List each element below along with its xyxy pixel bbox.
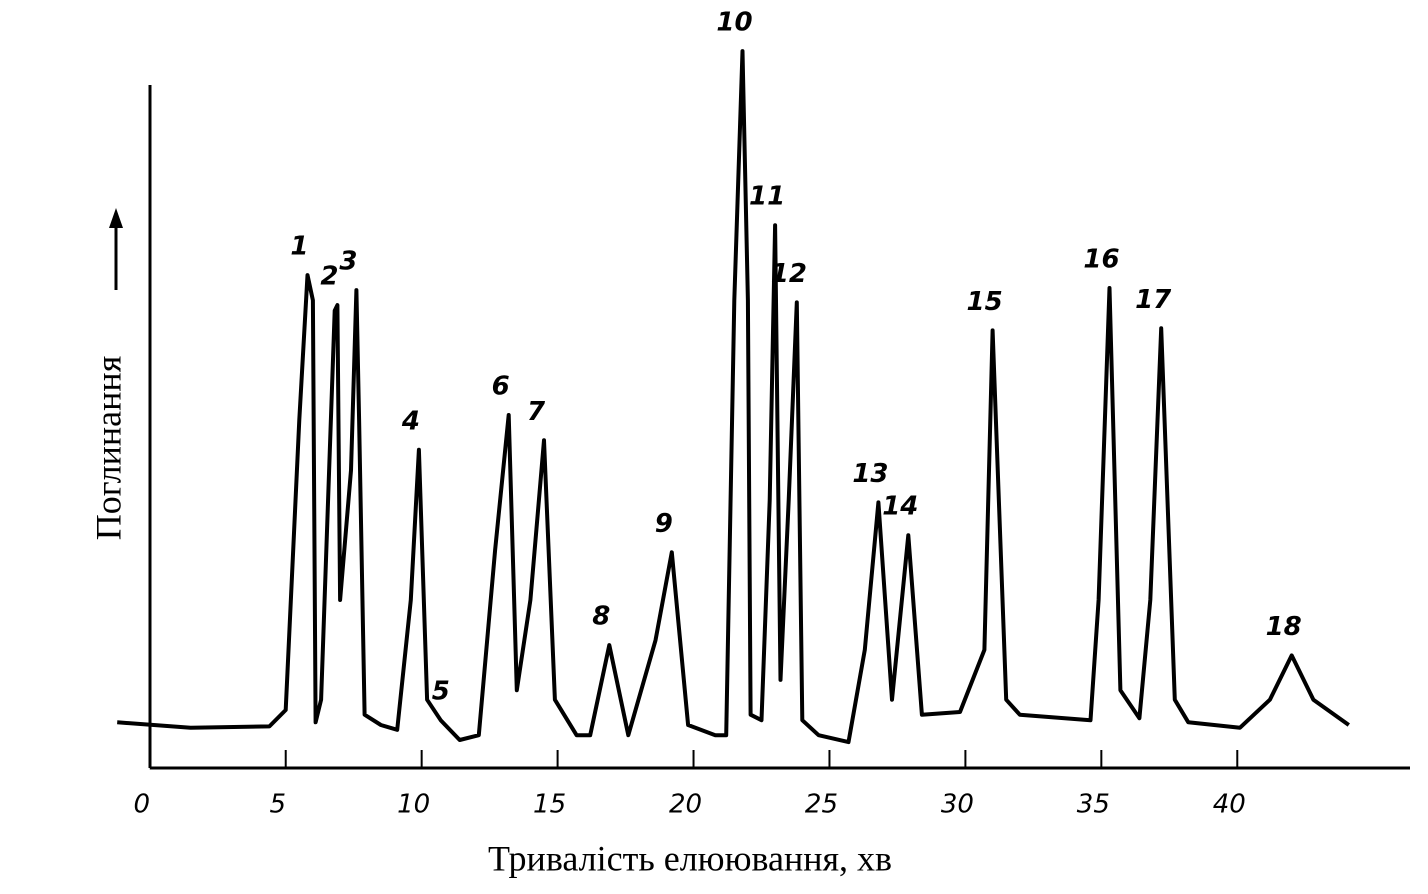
- trace: [117, 49, 1350, 745]
- peak-label: 14: [882, 492, 918, 522]
- peak-label: 8: [592, 602, 610, 632]
- x-tick-label: 0: [134, 790, 151, 820]
- peak-label: 6: [492, 372, 510, 402]
- peak-label: 18: [1266, 612, 1302, 642]
- peak-label: 1: [290, 232, 308, 262]
- peak-label: 3: [339, 247, 357, 277]
- peak-label: 13: [852, 459, 888, 489]
- x-tick-label: 25: [805, 790, 838, 820]
- peak-label: 7: [527, 397, 546, 427]
- x-tick-label: 15: [533, 790, 566, 820]
- x-tick-label: 10: [397, 790, 430, 820]
- peak-label: 15: [967, 287, 1003, 317]
- peak-label: 16: [1083, 245, 1119, 275]
- peak-label: 4: [401, 406, 420, 436]
- peak-label: 17: [1135, 285, 1172, 315]
- x-tick-label: 35: [1077, 790, 1110, 820]
- peak-label: 10: [716, 8, 752, 38]
- y-axis-label: Поглинання: [88, 356, 128, 541]
- peak-label: 2: [320, 262, 338, 292]
- peak-label: 11: [749, 182, 785, 212]
- peak-label: 12: [771, 259, 807, 289]
- x-tick-label: 20: [669, 790, 702, 820]
- y-arrow-head: [109, 208, 123, 228]
- x-tick-label: 5: [269, 790, 286, 820]
- x-axis-label: Тривалість елюювання, хв: [488, 838, 892, 878]
- peak-label: 5: [432, 677, 450, 707]
- x-tick-label: 40: [1213, 790, 1246, 820]
- peak-label: 9: [655, 509, 673, 539]
- x-tick-label: 30: [941, 790, 974, 820]
